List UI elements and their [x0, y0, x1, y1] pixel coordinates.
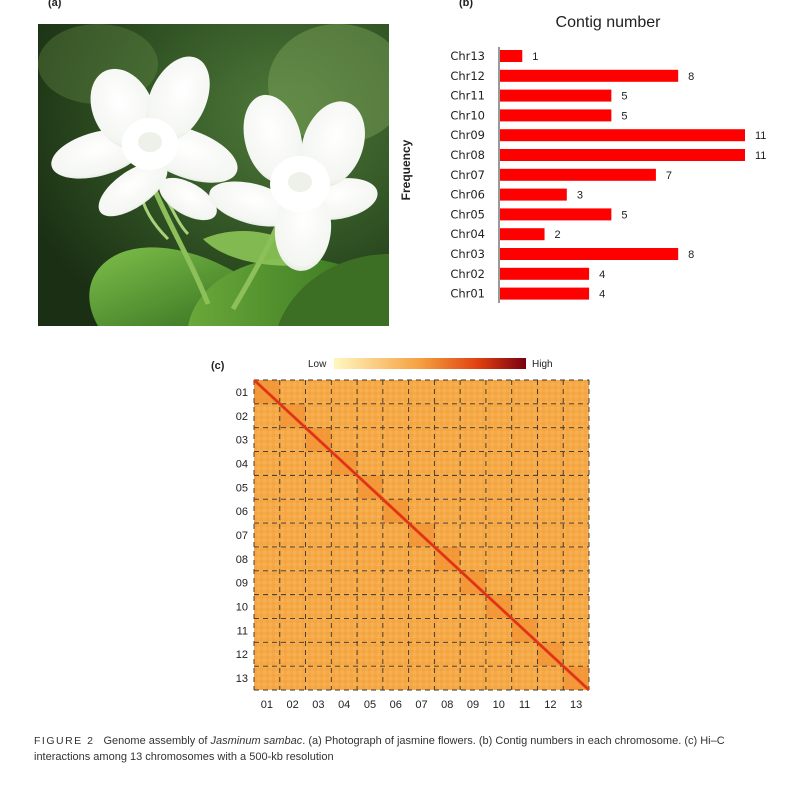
bar-value-label: 5 — [621, 110, 627, 122]
heatmap-col-label: 09 — [467, 699, 479, 711]
heatmap-row-labels: 01 02 03 04 05 06 07 08 09 10 11 12 13 — [236, 387, 248, 685]
bar — [500, 109, 612, 122]
jasmine-photo-illustration — [38, 24, 389, 326]
heatmap-grid-lines — [253, 379, 590, 691]
heatmap-col-label: 08 — [441, 699, 453, 711]
heatmap-row-label: 06 — [236, 506, 248, 518]
heatmap-col-label: 02 — [287, 699, 299, 711]
bar — [500, 188, 567, 201]
heatmap-row-label: 01 — [236, 387, 248, 399]
hic-heatmap: Low High 01 02 03 04 05 06 07 08 09 10 11 12 13 01 02… — [200, 350, 600, 720]
legend-low-label: Low — [308, 359, 327, 370]
jasmine-flowers-photo — [38, 24, 389, 326]
bar-value-label: 8 — [688, 71, 694, 83]
figure-number: FIGURE 2 — [34, 735, 95, 747]
bar-value-label: 3 — [577, 190, 583, 202]
heatmap-col-label: 01 — [261, 699, 273, 711]
bar — [500, 69, 679, 82]
heatmap-col-labels: 01 02 03 04 05 06 07 08 09 10 11 12 13 — [261, 699, 582, 711]
heatmap-row-label: 13 — [236, 673, 248, 685]
chart-y-axis-label: Frequency — [399, 139, 413, 200]
heatmap-row-label: 11 — [237, 625, 248, 637]
bar — [500, 248, 679, 260]
heatmap-col-label: 06 — [390, 699, 402, 711]
heatmap-col-label: 10 — [493, 699, 505, 711]
chart-title: Contig number — [556, 14, 662, 31]
bar-category-label: Chr02 — [450, 267, 485, 281]
bar-value-label: 4 — [599, 289, 605, 301]
bar-value-label: 11 — [755, 130, 766, 142]
bar-value-label: 8 — [688, 249, 694, 261]
heatmap-col-label: 11 — [519, 699, 530, 711]
caption-species-name: Jasminum sambac — [210, 735, 303, 747]
bar — [500, 50, 523, 62]
heatmap-col-label: 13 — [570, 699, 582, 711]
bar — [500, 129, 745, 142]
bar-category-label: Chr05 — [450, 207, 485, 221]
bar-category-label: Chr10 — [450, 108, 485, 122]
heatmap-row-label: 02 — [236, 411, 248, 423]
bar-category-label: Chr06 — [450, 188, 485, 202]
heatmap-row-label: 07 — [236, 530, 248, 542]
bar — [500, 89, 612, 102]
heatmap-row-label: 10 — [236, 602, 248, 614]
bar-value-label: 5 — [621, 91, 627, 103]
bar-category-label: Chr01 — [450, 287, 485, 301]
heatmap-col-label: 07 — [415, 699, 427, 711]
heatmap-col-label: 04 — [338, 699, 350, 711]
bars-group: Chr13 1 Chr12 8 Chr11 5 Chr10 5 Chr09 11 Chr08 11 Ch… — [450, 49, 766, 301]
bar-category-label: Chr12 — [450, 69, 485, 83]
bar — [500, 149, 745, 161]
heatmap-row-label: 12 — [236, 649, 248, 661]
heatmap-row-label: 03 — [236, 435, 248, 447]
bar — [500, 168, 656, 181]
bar-value-label: 7 — [666, 170, 672, 182]
bar-category-label: Chr11 — [450, 89, 485, 103]
caption-text-start: Genome assembly of — [103, 735, 211, 747]
heatmap-row-label: 05 — [236, 482, 248, 494]
legend-color-bar — [334, 358, 526, 369]
panel-b-label: (b) — [459, 0, 474, 9]
bar-category-label: Chr04 — [450, 227, 485, 241]
heatmap-row-label: 04 — [236, 458, 248, 470]
bar-value-label: 5 — [621, 209, 627, 221]
bar — [500, 267, 590, 280]
panel-c-label: (c) — [211, 360, 225, 372]
bar-category-label: Chr09 — [450, 128, 485, 142]
bar — [500, 208, 612, 221]
bar-value-label: 4 — [599, 269, 605, 281]
bar — [500, 287, 590, 300]
heatmap-row-label: 09 — [236, 578, 248, 590]
bar-value-label: 2 — [555, 229, 561, 241]
contig-bar-chart: Contig number Frequency Chr13 1 Chr12 8 Chr1… — [390, 0, 800, 330]
figure-caption: FIGURE 2 Genome assembly of Jasminum sam… — [34, 733, 774, 765]
bar-value-label: 11 — [755, 150, 766, 162]
bar-category-label: Chr08 — [450, 148, 485, 162]
heatmap-col-label: 12 — [544, 699, 556, 711]
heatmap-col-label: 05 — [364, 699, 376, 711]
hic-heatmap-svg: Low High 01 02 03 04 05 06 07 08 09 10 11 12 13 01 02… — [236, 358, 591, 711]
bar-value-label: 1 — [532, 51, 538, 63]
heatmap-row-label: 08 — [236, 554, 248, 566]
bar-category-label: Chr07 — [450, 168, 485, 182]
caption-text-end: . (a) Photograph of jasmine flowers. (b)… — [34, 735, 725, 763]
heatmap-col-label: 03 — [312, 699, 324, 711]
heatmap-diagonal-core — [253, 379, 590, 691]
bar-category-label: Chr03 — [450, 247, 485, 261]
panel-a-label: (a) — [48, 0, 62, 9]
bar-category-label: Chr13 — [450, 49, 485, 63]
legend-high-label: High — [532, 359, 553, 370]
bar — [500, 228, 545, 241]
